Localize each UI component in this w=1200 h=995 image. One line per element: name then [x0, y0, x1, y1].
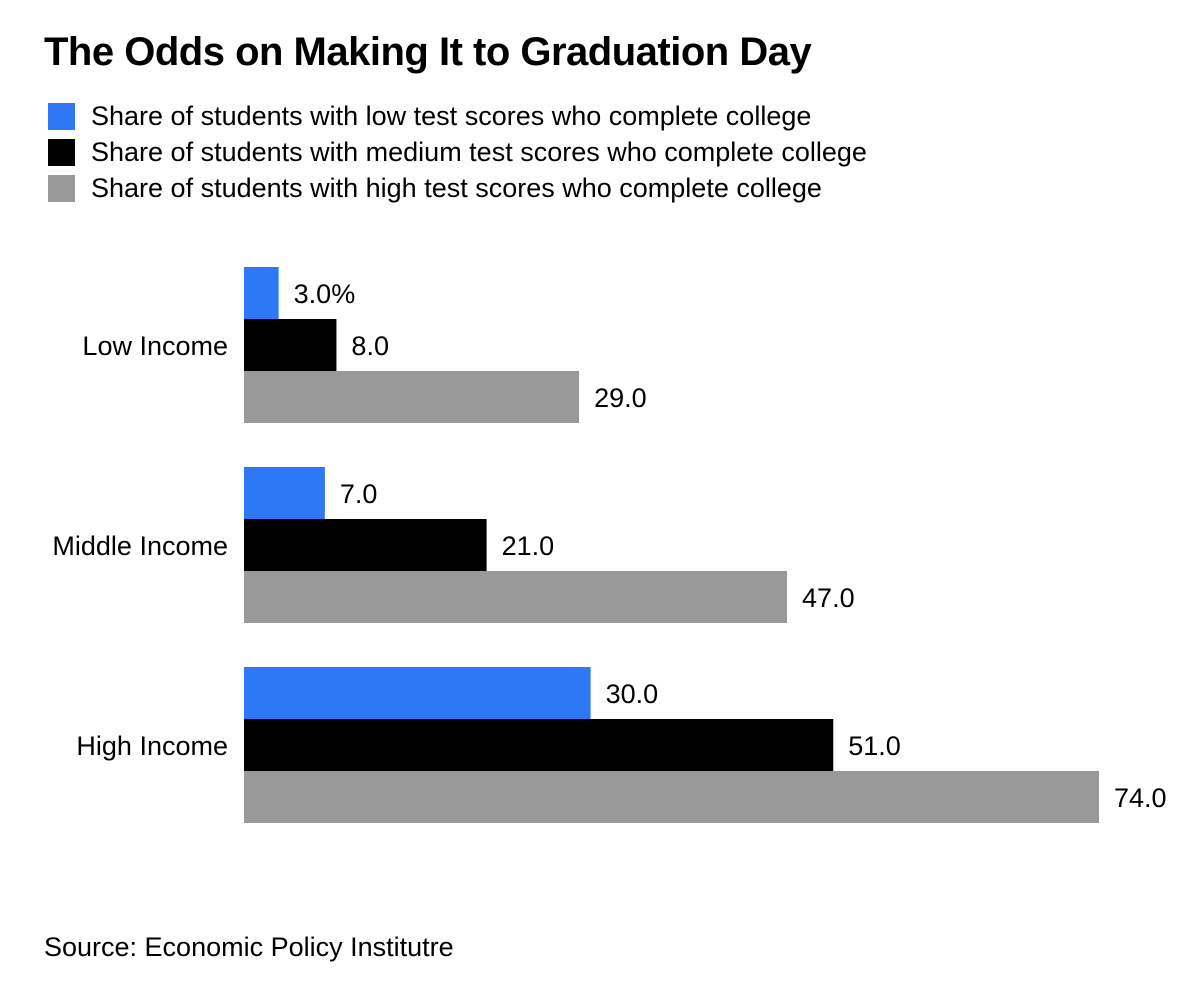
bar [244, 371, 580, 423]
legend-label-low: Share of students with low test scores w… [91, 100, 812, 131]
legend-item-medium: Share of students with medium test score… [48, 134, 867, 170]
bar [244, 719, 834, 771]
legend-swatch-high [48, 174, 75, 202]
category-label: Middle Income [52, 531, 228, 561]
data-label: 47.0 [802, 583, 855, 613]
data-label: 29.0 [594, 383, 647, 413]
data-label: 8.0 [351, 331, 389, 361]
legend-swatch-low [48, 102, 75, 130]
bar [244, 519, 487, 571]
data-label: 74.0 [1114, 783, 1167, 813]
bar-group-middle-income: Middle Income 7.0 21.0 47.0 [52, 467, 855, 623]
chart-title: The Odds on Making It to Graduation Day [44, 30, 812, 74]
category-label: Low Income [82, 331, 228, 361]
legend: Share of students with low test scores w… [48, 98, 867, 206]
category-label: High Income [76, 731, 228, 761]
bar-group-high-income: High Income 30.0 51.0 74.0 [76, 667, 1167, 823]
data-label: 7.0 [340, 479, 378, 509]
bar-group-low-income: Low Income 3.0% 8.0 29.0 [82, 267, 647, 423]
legend-label-medium: Share of students with medium test score… [91, 136, 867, 167]
data-label: 21.0 [502, 531, 555, 561]
bar [244, 667, 591, 719]
bar [244, 571, 788, 623]
legend-item-low: Share of students with low test scores w… [48, 98, 867, 134]
data-label: 51.0 [848, 731, 901, 761]
bar [244, 771, 1099, 823]
data-label: 3.0% [294, 279, 356, 309]
source-note: Source: Economic Policy Institutre [44, 932, 454, 962]
bar [244, 319, 337, 371]
data-label: 30.0 [606, 679, 659, 709]
bar [244, 467, 325, 519]
bar [244, 267, 279, 319]
legend-label-high: Share of students with high test scores … [91, 172, 822, 203]
legend-swatch-medium [48, 138, 75, 166]
legend-item-high: Share of students with high test scores … [48, 170, 867, 206]
